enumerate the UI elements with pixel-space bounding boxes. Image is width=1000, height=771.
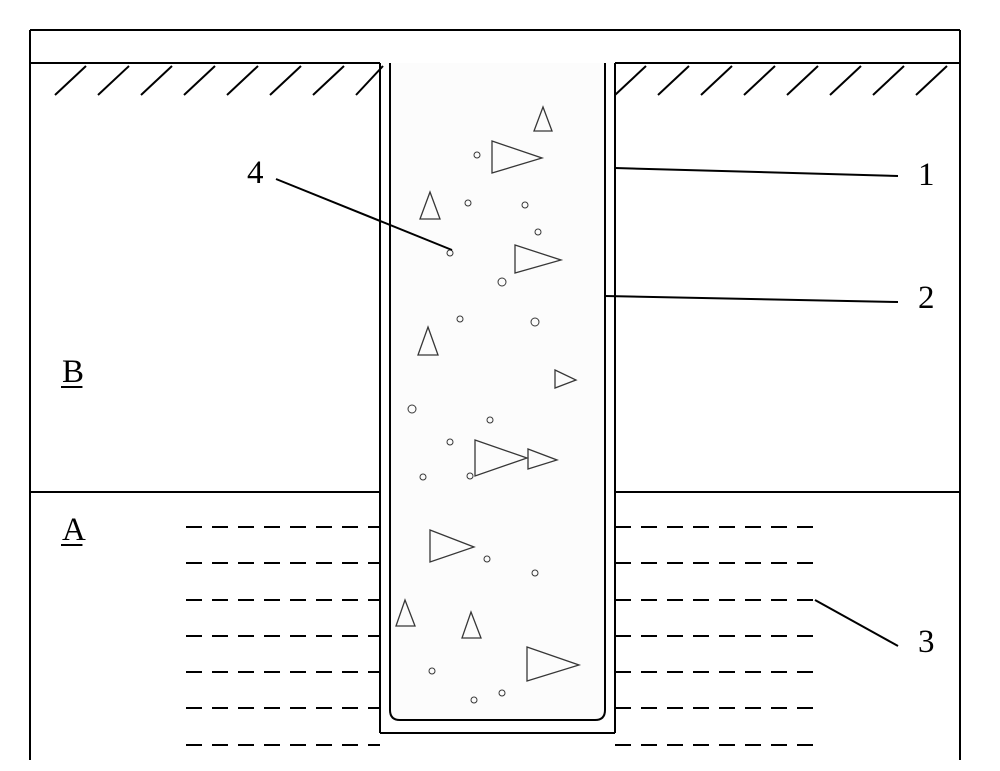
label-B: B [62,354,84,390]
ground-hatch [141,66,172,95]
ground-hatch [98,66,129,95]
leader-2 [605,296,898,302]
ground-hatch [830,66,861,95]
leader-1 [615,168,898,176]
label-A: A [62,512,86,548]
ground-hatch [787,66,818,95]
ground-hatch [356,66,383,95]
ground-hatch [615,66,646,95]
ground-hatch [744,66,775,95]
label-1: 1 [918,157,935,193]
ground-hatch [701,66,732,95]
ground-hatch [184,66,215,95]
label-4: 4 [247,155,264,191]
ground-hatch [873,66,904,95]
ground-hatch [313,66,344,95]
ground-hatch [227,66,258,95]
ground-hatch [55,66,86,95]
pile-inner [390,63,605,720]
leader-3 [815,600,898,646]
ground-hatch [658,66,689,95]
label-3: 3 [918,624,935,660]
label-2: 2 [918,280,935,316]
pile-diagram: B A 1 2 3 4 [0,0,1000,771]
ground-hatch [916,66,947,95]
ground-hatch [270,66,301,95]
